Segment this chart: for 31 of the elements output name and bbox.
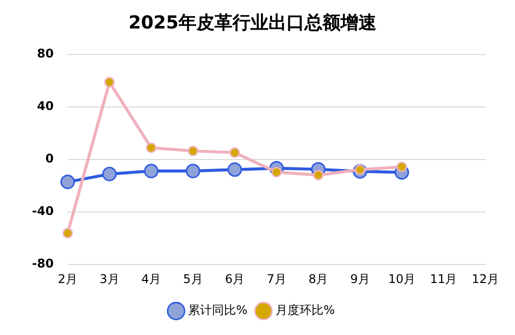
x-tick-label: 10月 bbox=[388, 272, 416, 286]
point bbox=[144, 164, 158, 178]
point bbox=[230, 147, 240, 158]
y-tick-label: 40 bbox=[36, 99, 54, 114]
point bbox=[186, 164, 200, 178]
point bbox=[313, 170, 324, 180]
y-tick-label: 80 bbox=[36, 46, 54, 61]
y-tick-label: -40 bbox=[32, 204, 54, 218]
x-tick-label: 2月 bbox=[58, 272, 78, 286]
point bbox=[228, 162, 242, 177]
x-tick-label: 3月 bbox=[100, 272, 120, 286]
y-tick-label: -80 bbox=[32, 256, 54, 271]
x-tick-label: 4月 bbox=[141, 272, 162, 286]
point bbox=[146, 142, 156, 154]
x-tick-label: 8月 bbox=[308, 272, 328, 286]
point bbox=[396, 162, 408, 172]
legend-label: 累计同比% bbox=[188, 303, 248, 318]
x-tick-label: 5月 bbox=[183, 272, 203, 286]
point bbox=[60, 174, 75, 190]
x-tick-label: 11月 bbox=[430, 272, 458, 286]
point bbox=[104, 76, 115, 88]
chart-title: 2025年皮革行业出口总额增速 bbox=[128, 12, 377, 34]
point bbox=[102, 166, 117, 182]
x-tick-label: 7月 bbox=[266, 272, 286, 286]
point bbox=[188, 146, 198, 156]
legend-label: 月度环比% bbox=[276, 303, 335, 318]
x-tick-label: 6月 bbox=[224, 272, 245, 286]
x-tick-label: 12月 bbox=[472, 272, 500, 286]
point bbox=[62, 228, 73, 238]
x-tick-label: 9月 bbox=[350, 272, 370, 286]
y-tick-label: 0 bbox=[45, 152, 54, 166]
